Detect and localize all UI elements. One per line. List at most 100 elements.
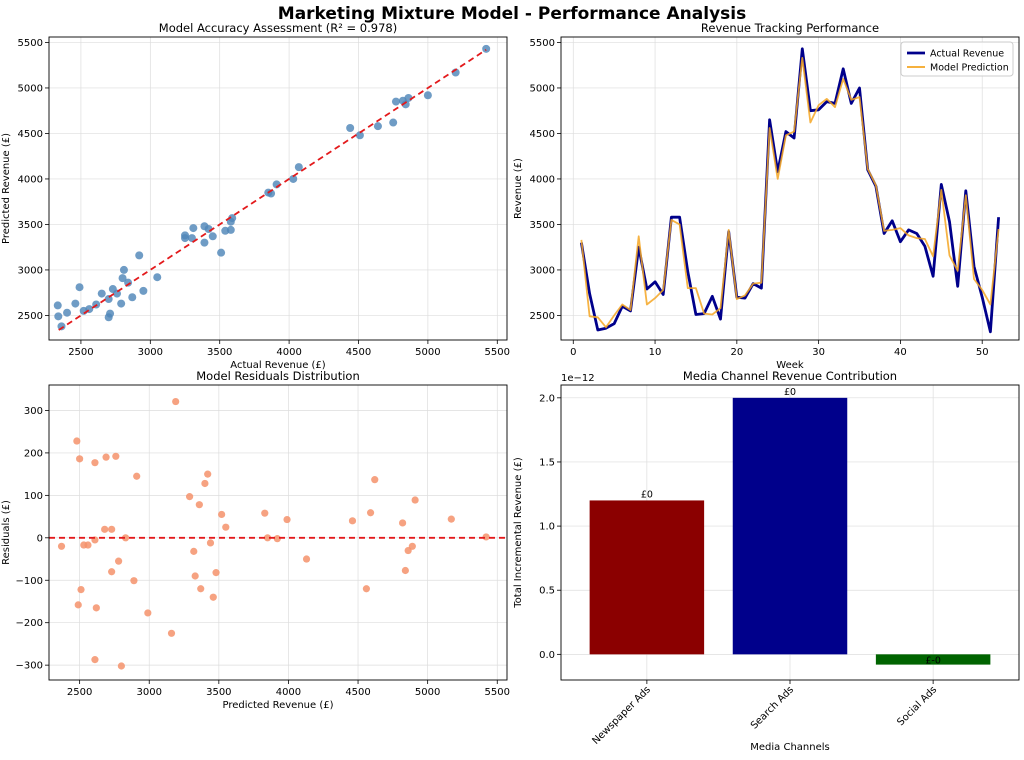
y-tick-label: −300 [16,661,43,672]
y-axis-label: Predicted Revenue (£) [1,133,12,244]
residual-point [371,476,379,484]
y-tick-label: −200 [16,618,43,629]
y-tick-label: 5000 [18,83,43,94]
residual-point [77,585,85,594]
residual-point [133,472,141,480]
residual-point [263,534,272,542]
x-tick-label: 2500 [68,347,93,358]
residual-point [130,577,138,585]
subplot-title: Model Accuracy Assessment (R² = 0.978) [159,21,397,35]
scatter-point [104,295,113,304]
scatter-point [53,301,62,310]
x-axis-label: Week [776,360,804,371]
residual-point [108,568,116,576]
y-tick-label: 1.0 [539,522,555,533]
plot-frame [48,384,508,681]
residual-point [204,470,212,478]
y-tick-label: 0 [37,533,43,544]
residual-point [121,534,130,542]
x-axis-label: Predicted Revenue (£) [222,700,333,711]
x-tick-label: Social Ads [895,684,939,728]
y-tick-label: 1.5 [539,457,555,468]
scatter-point [289,174,298,183]
x-tick-label: 5500 [485,347,510,358]
residual-point [411,496,419,504]
y-tick-label: 3500 [18,220,43,231]
legend-box [900,41,1014,77]
residual-point [191,572,199,580]
scatter-point [391,97,400,106]
residual-point [112,452,120,460]
x-tick-label: 4500 [346,347,371,358]
y-tick-label: −100 [16,576,43,587]
x-tick-label: 3500 [207,347,232,358]
bar-social-ads [875,654,991,665]
residual-point [398,519,407,527]
y-tick-label: 2500 [530,311,555,322]
residual-point [91,459,99,467]
residual-point [348,517,357,525]
scatter-point [119,265,128,274]
scatter-point [97,289,106,298]
residual-point [222,523,230,531]
x-tick-label: Newspaper Ads [590,684,653,747]
x-tick-label: 20 [730,347,743,358]
subplot-title: Model Residuals Distribution [196,369,360,383]
x-tick-label: 4000 [276,687,301,698]
y-axis-label: Revenue (£) [513,158,524,219]
y-tick-label: 4500 [18,129,43,140]
x-tick-label: 5000 [415,347,440,358]
x-tick-label: 5500 [485,687,510,698]
scatter-point [217,248,226,257]
x-tick-label: 30 [812,347,825,358]
scatter-point [401,100,410,109]
y-tick-label: 4000 [530,174,555,185]
bar-value-label: £0 [641,489,653,500]
y-tick-label: 2.0 [539,393,555,404]
residual-point [283,515,291,524]
residual-point [84,541,92,549]
residual-point [167,629,176,637]
scatter-point [208,232,217,241]
residual-point [108,525,116,533]
y-tick-label: 3000 [530,265,555,276]
scatter-point [135,251,144,260]
y-tick-label: 3000 [18,265,43,276]
residual-point [209,593,217,601]
subplot-title: Revenue Tracking Performance [701,21,879,35]
residual-point [195,501,203,509]
residual-point [401,566,409,575]
residual-point [408,542,416,550]
legend-label: Actual Revenue [930,49,1004,60]
scatter-point [189,224,198,233]
y-tick-label: 0.0 [539,650,555,661]
x-axis-label: Actual Revenue (£) [230,360,325,371]
plot-frame [48,36,508,341]
y-scale-offset-label: 1e−12 [561,373,595,384]
x-tick-label: 10 [649,347,662,358]
y-tick-label: 200 [24,448,43,459]
residual-point [482,533,490,541]
residual-point [197,585,205,593]
residual-point [115,557,123,565]
scatter-point [117,299,126,308]
scatter-point [113,289,122,298]
scatter-point [226,225,235,234]
residual-point [186,493,194,501]
x-axis-label: Media Channels [750,742,829,753]
y-tick-label: 100 [24,491,43,502]
plot-area [49,385,507,680]
scatter-point [373,122,382,131]
x-tick-label: 3000 [137,687,162,698]
scatter-point [294,163,303,172]
y-tick-label: 4000 [18,174,43,185]
y-tick-label: 5500 [530,38,555,49]
x-tick-label: 0 [570,347,576,358]
y-tick-label: 300 [24,406,43,417]
scatter-point [181,234,190,243]
residual-point [57,542,66,550]
x-tick-label: 3000 [138,347,163,358]
residual-point [117,662,125,670]
